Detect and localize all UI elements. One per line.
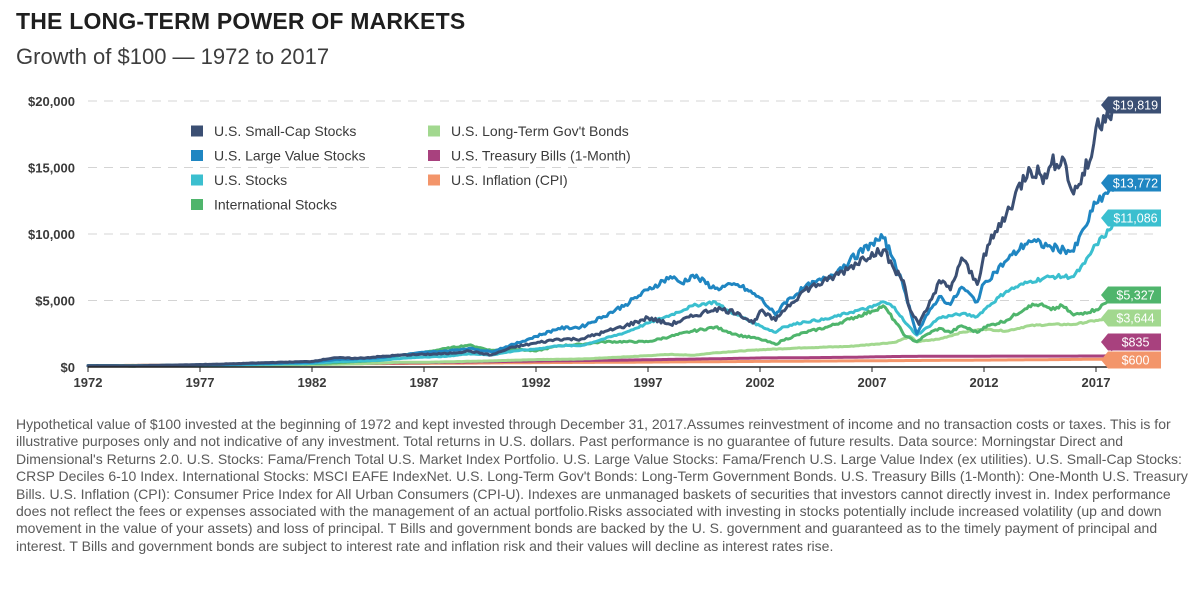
legend: U.S. Small-Cap Stocks U.S. Large Value St… <box>191 123 631 213</box>
end-label-tag <box>1101 309 1161 327</box>
end-labels-layer: $19,819 $13,772 $11,086 $5,327 $3,644 $835 $60… <box>1101 96 1161 369</box>
legend-label: U.S. Large Value Stocks <box>214 148 365 164</box>
legend-label: U.S. Long-Term Gov't Bonds <box>451 123 629 139</box>
legend-swatch <box>191 125 203 137</box>
x-tick-label: 2007 <box>858 375 887 390</box>
series-layer <box>86 100 1120 368</box>
x-tick-label: 1972 <box>74 375 103 390</box>
chart-subtitle: Growth of $100 — 1972 to 2017 <box>16 44 330 69</box>
legend-swatch <box>428 125 440 137</box>
end-label-value: $5,327 <box>1116 289 1154 303</box>
chart-title: THE LONG-TERM POWER OF MARKETS <box>16 8 466 34</box>
y-tick-label: $15,000 <box>28 161 75 176</box>
x-tick-label: 2002 <box>746 375 775 390</box>
end-label-value: $3,644 <box>1116 312 1154 326</box>
legend-swatch <box>191 174 203 186</box>
axis-layer: $0 $5,000 $10,000 $15,000 $20,000 1972 1977 198… <box>28 94 1112 390</box>
x-tick-label: 1987 <box>410 375 439 390</box>
x-tick-label: 1977 <box>186 375 215 390</box>
x-tick-label: 2017 <box>1082 375 1111 390</box>
line-chart: $0 $5,000 $10,000 $15,000 $20,000 1972 1977 198… <box>28 94 1161 390</box>
end-label-tag <box>1101 174 1161 192</box>
y-tick-label: $0 <box>61 360 75 375</box>
legend-label: U.S. Inflation (CPI) <box>451 172 568 188</box>
x-tick-label: 1997 <box>634 375 663 390</box>
end-label-tag <box>1101 209 1161 227</box>
end-label-tag <box>1101 286 1161 304</box>
end-label-value: $835 <box>1122 336 1150 350</box>
legend-swatch <box>191 199 203 210</box>
legend-swatch <box>191 150 203 161</box>
x-tick-label: 2012 <box>970 375 999 390</box>
legend-label: International Stocks <box>214 197 337 213</box>
end-label-tag <box>1101 96 1161 114</box>
y-tick-label: $20,000 <box>28 94 75 109</box>
legend-swatch <box>428 150 440 161</box>
end-label-value: $11,086 <box>1113 212 1157 226</box>
grid-layer <box>88 100 1156 301</box>
y-tick-label: $10,000 <box>28 227 75 242</box>
legend-swatch <box>428 174 440 186</box>
end-label-value: $600 <box>1122 354 1150 368</box>
end-label-tag <box>1101 351 1161 369</box>
legend-label: U.S. Small-Cap Stocks <box>214 123 356 139</box>
legend-label: U.S. Stocks <box>214 172 287 188</box>
x-tick-label: 1982 <box>298 375 327 390</box>
end-label-tag <box>1101 333 1161 351</box>
series-line-3 <box>86 218 1120 368</box>
x-tick-label: 1992 <box>522 375 551 390</box>
y-tick-label: $5,000 <box>35 294 75 309</box>
end-label-value: $13,772 <box>1113 177 1158 191</box>
end-label-value: $19,819 <box>1113 99 1158 113</box>
series-line-1 <box>86 100 1120 368</box>
footnote: Hypothetical value of $100 invested at t… <box>16 416 1188 554</box>
legend-label: U.S. Treasury Bills (1-Month) <box>451 148 631 164</box>
